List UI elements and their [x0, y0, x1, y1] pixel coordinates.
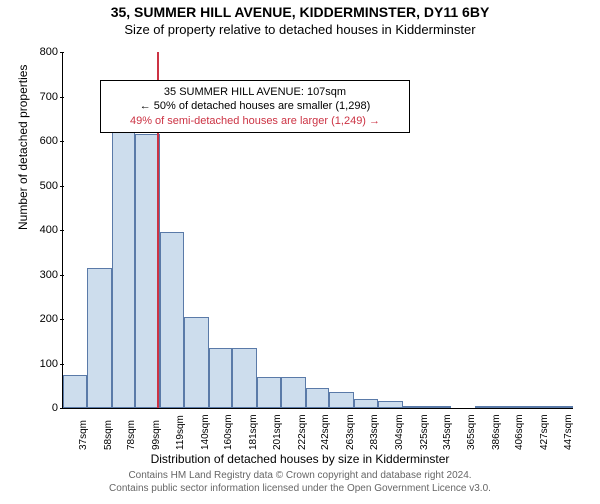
x-tick-label: 58sqm [103, 420, 114, 450]
histogram-bar [281, 377, 306, 408]
histogram-bar [500, 406, 524, 408]
histogram-bar [403, 406, 428, 408]
chart-area: 0100200300400500600700800 37sqm58sqm78sq… [62, 52, 572, 408]
x-tick-label: 325sqm [419, 414, 430, 450]
y-tick-label: 200 [40, 313, 58, 325]
chart-subtitle: Size of property relative to detached ho… [0, 22, 600, 37]
histogram-bar [63, 375, 87, 408]
x-tick-label: 345sqm [442, 414, 453, 450]
y-tick-label: 700 [40, 91, 58, 103]
x-tick-label: 99sqm [151, 420, 162, 450]
x-tick-label: 242sqm [320, 414, 331, 450]
annotation-line-2: ← 50% of detached houses are smaller (1,… [109, 99, 401, 113]
histogram-bar [160, 232, 184, 408]
x-axis-label: Distribution of detached houses by size … [0, 452, 600, 466]
annotation-line-3: 49% of semi-detached houses are larger (… [109, 114, 401, 128]
x-tick-label: 201sqm [272, 414, 283, 450]
y-tick-label: 400 [40, 224, 58, 236]
histogram-bar [523, 406, 548, 408]
chart-title: 35, SUMMER HILL AVENUE, KIDDERMINSTER, D… [0, 4, 600, 20]
histogram-bar [112, 101, 136, 408]
x-tick-label: 447sqm [563, 414, 574, 450]
histogram-bar [427, 406, 451, 408]
histogram-bar [306, 388, 330, 408]
histogram-bar [87, 268, 112, 408]
attribution-line-1: Contains HM Land Registry data © Crown c… [0, 470, 600, 483]
x-tick-label: 37sqm [78, 420, 89, 450]
histogram-bar [232, 348, 257, 408]
x-tick-label: 304sqm [394, 414, 405, 450]
y-tick-label: 100 [40, 358, 58, 370]
x-tick-label: 78sqm [126, 420, 137, 450]
x-tick-label: 386sqm [491, 414, 502, 450]
x-tick-label: 222sqm [297, 414, 308, 450]
y-axis-label: Number of detached properties [16, 65, 30, 230]
histogram-bar [548, 406, 573, 408]
histogram-bar [257, 377, 281, 408]
x-tick-label: 160sqm [223, 414, 234, 450]
attribution-line-2: Contains public sector information licen… [0, 483, 600, 496]
histogram-bar [329, 392, 354, 408]
x-tick-label: 140sqm [200, 414, 211, 450]
x-tick-label: 263sqm [345, 414, 356, 450]
x-tick-label: 181sqm [248, 414, 259, 450]
histogram-bar [184, 317, 209, 408]
histogram-bar [209, 348, 233, 408]
histogram-bar [475, 406, 500, 408]
annotation-line-1: 35 SUMMER HILL AVENUE: 107sqm [109, 85, 401, 99]
x-tick-label: 119sqm [175, 415, 186, 450]
y-tick-label: 500 [40, 180, 58, 192]
attribution-text: Contains HM Land Registry data © Crown c… [0, 470, 600, 495]
annotation-box: 35 SUMMER HILL AVENUE: 107sqm ← 50% of d… [100, 80, 410, 133]
y-tick-label: 800 [40, 46, 58, 58]
y-tick-label: 600 [40, 135, 58, 147]
x-tick-label: 365sqm [466, 414, 477, 450]
x-tick-label: 427sqm [539, 414, 550, 450]
histogram-bar [378, 401, 403, 408]
y-tick-label: 300 [40, 269, 58, 281]
x-tick-label: 283sqm [369, 414, 380, 450]
x-tick-label: 406sqm [514, 414, 525, 450]
y-tick-label: 0 [52, 402, 58, 414]
histogram-bar [354, 399, 378, 408]
